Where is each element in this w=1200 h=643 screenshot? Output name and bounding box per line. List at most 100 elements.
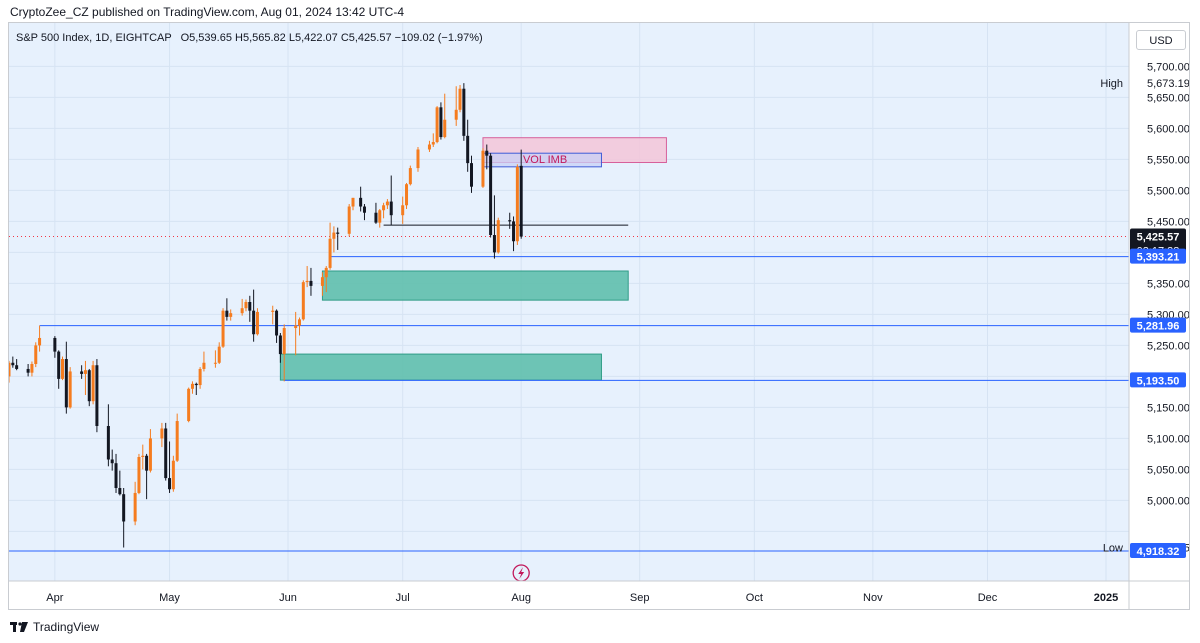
candle-body [198,368,202,386]
candle [26,364,30,377]
candle [362,204,366,221]
candle [297,317,301,336]
price-tick-label: 5,000.00 [1147,495,1190,507]
time-tick-label: Oct [746,592,763,604]
candle [320,272,324,296]
candle-body [187,388,191,422]
currency-button[interactable]: USD [1136,30,1186,50]
demand-zone [279,353,602,381]
candle [469,155,473,193]
candle [190,381,194,394]
candle-body [305,280,309,283]
candle-body [282,328,286,355]
candle-body [9,362,11,377]
chart-area[interactable]: VOL IMB 5,000.00 5,050.00 5,100.00 5,150.00… [8,22,1190,610]
zones [279,137,667,381]
candle-body [145,455,149,471]
candle-body [294,325,298,329]
candle [118,470,122,496]
candle [141,444,145,470]
candle-body [15,365,19,369]
candle-body [458,88,462,110]
level-price-badge [1130,543,1186,559]
candlestick-chart[interactable]: VOL IMB 5,000.00 5,050.00 5,100.00 5,150.00… [9,23,1190,610]
candle-body [229,313,233,317]
candle [248,295,252,322]
candle [275,309,279,343]
candle-body [68,371,72,408]
candle-body [385,201,389,206]
candle [324,266,328,293]
price-badge-label: 4,918.32 [1137,546,1180,558]
candle [145,453,149,500]
candle [160,422,164,448]
candle-body [362,206,366,213]
candle-body [114,463,118,488]
candle-body [332,232,336,239]
demand-zone [321,270,629,301]
symbol-legend[interactable]: S&P 500 Index, 1D, EIGHTCAP O5,539.65 H5… [16,32,483,44]
candle-body [83,370,87,374]
candle-body [469,163,473,187]
candle [489,153,493,238]
price-badge-label: 5,425.57 [1137,232,1180,244]
candle [15,359,19,371]
candle [309,267,313,296]
low-marker: Low [1103,542,1123,554]
candle-body [512,221,516,242]
high-marker: High [1100,78,1123,90]
publish-info: CryptoZee_CZ published on TradingView.co… [10,5,405,19]
candle [64,341,68,414]
candle-body [324,267,328,278]
candle [481,148,485,188]
candle [240,298,244,316]
price-tick-label: 5,250.00 [1147,340,1190,352]
candle [512,216,516,252]
candle [492,195,496,259]
candle [229,309,233,321]
candle [359,186,363,212]
candle-body [278,335,282,355]
candle [57,350,61,389]
time-tick-label: Apr [46,592,63,604]
candle [110,449,114,471]
candle-body [213,362,217,364]
candle-body [351,197,355,207]
candle [34,342,38,368]
candle [252,289,256,342]
candle-body [106,426,110,460]
candle [217,342,221,364]
candle-body [217,346,221,363]
candle [405,182,409,209]
candle-body [275,310,279,336]
candle [83,360,87,395]
price-tick-label: 5,350.00 [1147,278,1190,290]
candle-body [408,168,412,185]
price-tick-label: 5,500.00 [1147,185,1190,197]
candle [431,133,435,147]
level-price-badge [1130,372,1186,388]
candle-body [336,232,340,234]
time-tick-label: Sep [630,592,650,604]
candle-body [347,206,351,234]
candle-body [57,351,61,379]
candle [61,356,65,381]
candle [427,140,431,152]
price-tick-label: 5,100.00 [1147,433,1190,445]
candle [328,222,332,270]
candle-body [443,119,447,138]
time-tick-label: Nov [863,592,883,604]
price-tick-label: 5,450.00 [1147,216,1190,228]
candle [171,455,175,492]
candle-body [122,494,126,522]
candle-body [194,383,198,386]
candle [87,368,91,407]
candle [485,144,489,170]
candle-body [489,155,493,236]
candle [305,266,309,288]
candle [351,197,355,211]
candle [11,356,15,368]
time-axis-panel [9,581,1129,609]
candle-body [374,212,378,223]
candle-body [466,135,470,164]
